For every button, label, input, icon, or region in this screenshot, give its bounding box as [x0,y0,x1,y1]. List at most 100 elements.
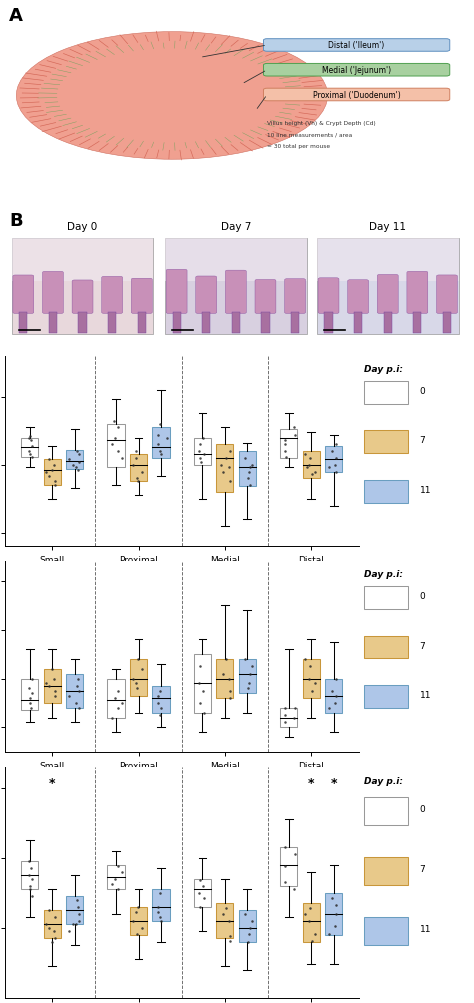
FancyBboxPatch shape [152,427,170,458]
FancyBboxPatch shape [364,381,409,404]
FancyBboxPatch shape [407,272,428,314]
FancyBboxPatch shape [318,279,339,314]
Text: Proximal ('Duodenum'): Proximal ('Duodenum') [312,91,400,100]
FancyBboxPatch shape [196,277,217,314]
FancyBboxPatch shape [325,446,342,472]
FancyBboxPatch shape [44,459,61,485]
FancyBboxPatch shape [325,893,342,935]
FancyBboxPatch shape [364,917,409,945]
FancyBboxPatch shape [364,857,409,885]
Ellipse shape [17,33,328,160]
FancyBboxPatch shape [12,239,154,334]
Ellipse shape [95,65,248,127]
FancyBboxPatch shape [130,454,147,481]
FancyBboxPatch shape [21,862,38,890]
FancyBboxPatch shape [49,313,57,333]
Text: = 30 total per mouse: = 30 total per mouse [267,143,330,148]
FancyBboxPatch shape [72,281,93,314]
FancyBboxPatch shape [280,708,297,727]
Text: Day p.i:: Day p.i: [364,364,403,373]
Text: Day p.i:: Day p.i: [364,570,403,579]
Text: Distal ('Ileum'): Distal ('Ileum') [328,41,384,50]
FancyBboxPatch shape [443,313,451,333]
FancyBboxPatch shape [291,313,299,333]
FancyBboxPatch shape [377,275,398,314]
FancyBboxPatch shape [108,865,125,890]
Text: 7: 7 [419,865,425,873]
FancyBboxPatch shape [66,674,83,708]
Ellipse shape [77,57,267,135]
FancyBboxPatch shape [324,313,333,333]
FancyBboxPatch shape [108,679,125,718]
FancyBboxPatch shape [302,451,320,478]
FancyBboxPatch shape [413,313,421,333]
FancyBboxPatch shape [347,281,369,314]
FancyBboxPatch shape [130,907,147,935]
FancyBboxPatch shape [194,879,211,907]
Text: *: * [49,776,55,789]
FancyBboxPatch shape [102,277,123,314]
FancyBboxPatch shape [302,659,320,698]
FancyBboxPatch shape [364,797,409,824]
FancyBboxPatch shape [317,239,458,334]
FancyBboxPatch shape [66,450,83,469]
FancyBboxPatch shape [44,911,61,939]
FancyBboxPatch shape [194,438,211,465]
FancyBboxPatch shape [239,911,256,942]
FancyBboxPatch shape [202,313,210,333]
FancyBboxPatch shape [79,313,87,333]
FancyBboxPatch shape [383,313,392,333]
FancyBboxPatch shape [44,669,61,703]
FancyBboxPatch shape [354,313,362,333]
Text: 7: 7 [419,641,425,650]
FancyBboxPatch shape [280,848,297,886]
FancyBboxPatch shape [108,424,125,468]
Text: *: * [308,776,314,789]
FancyBboxPatch shape [280,430,297,458]
Text: Day 0: Day 0 [67,222,98,232]
FancyBboxPatch shape [152,890,170,921]
Text: 11: 11 [419,924,431,933]
FancyBboxPatch shape [239,451,256,487]
FancyBboxPatch shape [232,313,240,333]
FancyBboxPatch shape [194,654,211,713]
FancyBboxPatch shape [21,438,38,457]
FancyBboxPatch shape [165,239,307,334]
FancyBboxPatch shape [108,313,116,333]
Ellipse shape [133,80,211,112]
FancyBboxPatch shape [264,89,450,101]
Text: A: A [9,7,23,25]
FancyBboxPatch shape [19,313,27,333]
FancyBboxPatch shape [12,239,154,282]
FancyBboxPatch shape [138,313,146,333]
FancyBboxPatch shape [364,685,409,708]
FancyBboxPatch shape [21,679,38,710]
Text: Day 7: Day 7 [221,222,251,232]
FancyBboxPatch shape [226,271,246,314]
FancyBboxPatch shape [261,313,270,333]
Text: 0: 0 [419,804,425,813]
FancyBboxPatch shape [364,430,409,453]
Ellipse shape [58,50,286,143]
Text: 10 line measurements / area: 10 line measurements / area [267,132,353,137]
Ellipse shape [149,87,195,106]
FancyBboxPatch shape [284,280,306,314]
FancyBboxPatch shape [173,313,181,333]
Text: 0: 0 [419,592,425,601]
FancyBboxPatch shape [364,480,409,504]
Text: Medial ('Jejunum'): Medial ('Jejunum') [322,66,391,75]
FancyBboxPatch shape [317,239,458,282]
Text: *: * [330,776,337,789]
FancyBboxPatch shape [166,270,187,314]
FancyBboxPatch shape [152,686,170,713]
FancyBboxPatch shape [216,904,234,939]
Text: 0: 0 [419,386,425,395]
FancyBboxPatch shape [264,40,450,52]
FancyBboxPatch shape [13,276,34,314]
Text: 11: 11 [419,485,431,494]
Ellipse shape [40,42,304,150]
FancyBboxPatch shape [216,659,234,698]
Text: 7: 7 [419,435,425,444]
FancyBboxPatch shape [216,445,234,492]
FancyBboxPatch shape [437,276,457,314]
